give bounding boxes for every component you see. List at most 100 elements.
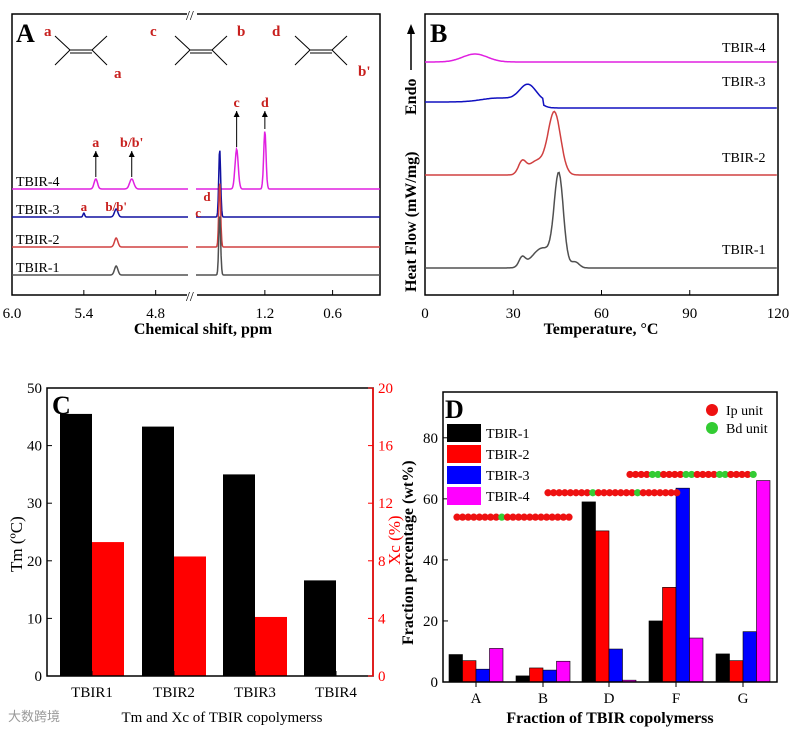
peak-label: a	[92, 136, 99, 151]
x-tick-label: 90	[682, 306, 697, 322]
y-axis-label: Tm (ºC)	[7, 516, 26, 572]
spectrum-line-tbir-2	[12, 237, 188, 248]
legend-swatch	[447, 487, 481, 505]
bar-tbir-1	[715, 653, 730, 683]
legend-label: TBIR-2	[486, 448, 530, 463]
x-tick-label: 5.4	[74, 306, 93, 322]
structure-label: b	[237, 24, 245, 40]
axis-break-bottom	[187, 290, 197, 300]
panel-b: B 0 30 60 90 120 Temperature, °C Heat Flow (mW/…	[403, 13, 790, 338]
y-tick-label: 0	[431, 675, 439, 691]
bar-tbir-2	[729, 660, 744, 683]
ip-unit	[561, 489, 569, 497]
ip-unit	[645, 489, 653, 497]
bd-unit	[716, 470, 724, 479]
peak-label: c	[195, 205, 201, 220]
axis-break-mark: //	[186, 290, 194, 305]
y-tick-label: 0	[35, 669, 43, 685]
bar-tm	[223, 474, 255, 676]
bar-tbir-1	[448, 654, 463, 683]
ip-unit	[727, 470, 735, 479]
bar-xc	[174, 556, 206, 676]
x-tick-label: TBIR2	[153, 685, 195, 701]
legend-label: TBIR-4	[486, 490, 530, 505]
bd-unit	[498, 513, 506, 521]
peak-label: d	[203, 189, 211, 204]
ip-unit	[626, 470, 634, 479]
y-tick-label: 40	[27, 439, 42, 455]
bd-unit	[682, 470, 690, 479]
panel-d: A B D F G 0 20 40 60 80 D Fraction percentage (wt%)…	[400, 391, 778, 727]
series-label: TBIR-1	[722, 243, 766, 258]
bar-tbir-4	[689, 637, 704, 683]
bar-tbir-4	[489, 648, 504, 683]
panel-label-c: C	[52, 391, 71, 420]
ip-unit	[662, 489, 670, 497]
plot-frame-d	[442, 391, 778, 683]
y-tick-label: 30	[27, 496, 42, 512]
y-tick-label: 20	[27, 554, 42, 570]
ip-unit	[503, 513, 511, 521]
arrow-head	[233, 111, 240, 117]
legend-swatch	[447, 445, 481, 463]
ip-unit	[470, 513, 478, 521]
spectrum-line-tbir-2	[196, 183, 380, 248]
y-tick-label: 20	[423, 614, 438, 630]
ip-unit	[643, 470, 651, 479]
spectrum-line-tbir-3	[12, 208, 188, 218]
y2-tick-label: 12	[378, 496, 393, 512]
y-tick-label: 50	[27, 381, 42, 397]
ip-unit	[583, 489, 591, 497]
dsc-curve-tbir-3	[425, 83, 777, 109]
dsc-curve-tbir-2	[425, 110, 777, 176]
ip-unit	[660, 470, 668, 479]
bar-tbir-2	[462, 660, 477, 683]
legend-label: TBIR-3	[486, 469, 530, 484]
legend-label: TBIR-1	[486, 427, 530, 442]
x-tick-label: G	[738, 691, 749, 707]
x-tick-label: 120	[767, 306, 790, 322]
bond	[331, 49, 348, 66]
ip-unit	[656, 489, 664, 497]
bar-tm	[142, 426, 174, 676]
peak-label: d	[261, 96, 269, 111]
bond	[331, 35, 348, 51]
y-tick-label: 10	[27, 611, 42, 627]
ip-unit	[565, 513, 573, 521]
bond	[91, 49, 108, 66]
bar-tbir-2	[662, 587, 677, 683]
x-axis-label: Chemical shift, ppm	[134, 321, 273, 338]
x-axis-label: Fraction of TBIR copolymerss	[506, 710, 713, 727]
bar-tbir-2	[529, 667, 544, 683]
peak-label: a	[81, 199, 88, 214]
bar-xc	[255, 616, 287, 676]
arrow-head	[92, 151, 99, 157]
y2-tick-label: 16	[378, 439, 394, 455]
bond	[294, 49, 311, 66]
series-label: TBIR-4	[16, 175, 60, 190]
ip-unit	[526, 513, 534, 521]
legend-dot	[706, 422, 718, 434]
ip-unit	[509, 513, 517, 521]
y2-tick-label: 0	[378, 669, 386, 685]
legend-label: Bd unit	[726, 422, 768, 437]
y2-tick-label: 4	[378, 611, 386, 627]
ip-unit	[475, 513, 483, 521]
ip-unit	[606, 489, 614, 497]
ip-unit	[531, 513, 540, 521]
legend-label: Ip unit	[726, 404, 763, 419]
series-label: TBIR-2	[16, 233, 60, 248]
bond	[211, 49, 228, 66]
ip-unit	[453, 513, 461, 521]
ip-unit	[543, 513, 551, 521]
ip-unit	[639, 489, 647, 497]
ip-unit	[632, 470, 640, 479]
ip-unit	[600, 489, 608, 497]
bond	[174, 49, 191, 66]
bond	[91, 35, 108, 51]
panel-c: TBIR1 TBIR2 TBIR3 TBIR4 0 10 20 30 40 50 0 4 8 12 16 20…	[7, 381, 404, 726]
bar-tm	[60, 413, 92, 676]
bar-tbir-3	[742, 631, 757, 683]
arrow-head	[128, 151, 135, 157]
ip-unit	[693, 470, 701, 479]
